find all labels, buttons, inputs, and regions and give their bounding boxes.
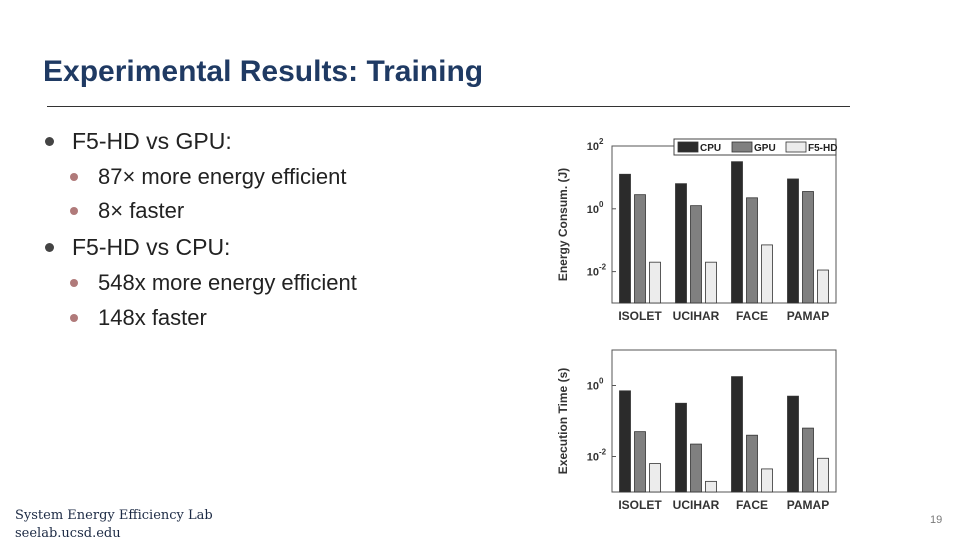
x-category-label: PAMAP xyxy=(787,498,829,512)
legend-swatch-gpu xyxy=(731,141,753,153)
sub-bullet-text: 548x more energy efficient xyxy=(98,270,357,295)
x-category-label: UCIHAR xyxy=(673,498,720,512)
x-category-label: PAMAP xyxy=(787,309,829,323)
bar-f5hd-pamap xyxy=(817,269,829,304)
bar-cpu-isolet xyxy=(619,390,631,493)
x-category-label: UCIHAR xyxy=(673,309,720,323)
bullet-text: F5-HD vs GPU: xyxy=(72,128,232,154)
x-category-label: ISOLET xyxy=(618,498,662,512)
bar-gpu-face xyxy=(746,434,758,493)
footer-lab-name: System Energy Efficiency Lab xyxy=(15,508,213,523)
x-category-label: ISOLET xyxy=(618,309,662,323)
bar-gpu-pamap xyxy=(802,191,814,304)
bar-cpu-isolet xyxy=(619,173,631,304)
bar-f5hd-face xyxy=(761,244,773,304)
slide-title: Experimental Results: Training xyxy=(43,55,484,88)
y-tick-label: 10 xyxy=(587,381,599,393)
legend-label-gpu: GPU xyxy=(754,143,776,154)
title-divider xyxy=(47,106,850,107)
sub-bullet-text: 87× more energy efficient xyxy=(98,164,347,189)
y-axis-label: Execution Time (s) xyxy=(556,368,570,474)
bar-f5hd-ucihar xyxy=(705,480,717,493)
footer-url: seelab.ucsd.edu xyxy=(15,526,121,541)
energy-chart: Energy Consum. (J) 10 2 10 0 10 -2 ISOLET UCIHAR… xyxy=(550,136,845,331)
y-tick-exponent: 2 xyxy=(599,137,604,146)
y-tick-exponent: 0 xyxy=(599,377,604,386)
sub-bullet-gpu-energy: 87× more energy efficient xyxy=(70,164,347,190)
legend-label-cpu: CPU xyxy=(700,143,721,154)
x-category-label: FACE xyxy=(736,309,768,323)
y-tick-label: 10 xyxy=(587,141,599,153)
sub-bullet-gpu-speed: 8× faster xyxy=(70,198,185,224)
bar-cpu-pamap xyxy=(787,395,799,493)
bullet-dot-icon xyxy=(45,243,54,252)
bar-gpu-ucihar xyxy=(690,443,702,493)
bar-cpu-ucihar xyxy=(675,402,687,493)
sub-bullet-dot-icon xyxy=(70,173,78,181)
bar-f5hd-face xyxy=(761,468,773,493)
bar-f5hd-isolet xyxy=(649,261,661,304)
y-tick-label: 10 xyxy=(587,267,599,279)
bar-cpu-face xyxy=(731,161,743,304)
y-axis-label: Energy Consum. (J) xyxy=(556,168,570,281)
bar-gpu-face xyxy=(746,197,758,304)
y-tick-exponent: -2 xyxy=(599,448,607,457)
legend-label-f5hd: F5-HD xyxy=(808,143,837,154)
bar-cpu-face xyxy=(731,376,743,493)
sub-bullet-cpu-energy: 548x more energy efficient xyxy=(70,270,357,296)
sub-bullet-dot-icon xyxy=(70,314,78,322)
bullet-cpu-comparison: F5-HD vs CPU: xyxy=(45,234,231,261)
execution-time-chart: Execution Time (s) 10 0 10 -2 ISOLET UCIHAR FAC… xyxy=(550,346,845,521)
bar-cpu-pamap xyxy=(787,178,799,304)
sub-bullet-dot-icon xyxy=(70,279,78,287)
bar-gpu-pamap xyxy=(802,427,814,493)
y-tick-label: 10 xyxy=(587,452,599,464)
sub-bullet-text: 148x faster xyxy=(98,305,207,330)
sub-bullet-text: 8× faster xyxy=(98,198,185,223)
bullet-text: F5-HD vs CPU: xyxy=(72,234,231,260)
legend-swatch-cpu xyxy=(677,141,699,153)
bar-f5hd-ucihar xyxy=(705,261,717,304)
x-category-label: FACE xyxy=(736,498,768,512)
bar-gpu-ucihar xyxy=(690,205,702,304)
legend-swatch-f5hd xyxy=(785,141,807,153)
y-tick-exponent: -2 xyxy=(599,263,607,272)
bullet-gpu-comparison: F5-HD vs GPU: xyxy=(45,128,232,155)
y-tick-label: 10 xyxy=(587,204,599,216)
bar-gpu-isolet xyxy=(634,431,646,493)
bar-cpu-ucihar xyxy=(675,183,687,304)
page-number: 19 xyxy=(930,514,943,526)
sub-bullet-cpu-speed: 148x faster xyxy=(70,305,207,331)
bullet-dot-icon xyxy=(45,137,54,146)
bar-f5hd-pamap xyxy=(817,457,829,493)
y-tick-exponent: 0 xyxy=(599,200,604,209)
bar-gpu-isolet xyxy=(634,194,646,304)
bar-f5hd-isolet xyxy=(649,463,661,493)
sub-bullet-dot-icon xyxy=(70,207,78,215)
